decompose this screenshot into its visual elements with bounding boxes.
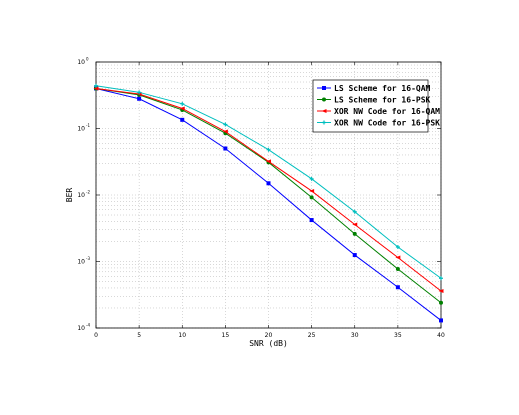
data-point [321, 109, 327, 113]
y-tick-exponent: -3 [86, 256, 90, 261]
y-tick-exponent: -4 [86, 323, 90, 328]
data-point [137, 96, 142, 101]
y-axis-label: BER [65, 188, 74, 203]
x-tick-label: 25 [308, 332, 316, 339]
data-point [395, 267, 400, 272]
data-point [179, 106, 185, 111]
legend: LS Scheme for 16-QAM LS Scheme for 16-PSK… [312, 79, 440, 133]
y-tick-exponent: -2 [86, 190, 90, 195]
data-point [439, 276, 443, 281]
legend-entry: LS Scheme for 16-QAM [317, 84, 431, 93]
x-tick-label: 35 [394, 332, 402, 339]
data-point [352, 231, 357, 236]
data-point [222, 129, 228, 134]
y-tick-exponent: -1 [86, 123, 90, 128]
data-point [266, 147, 271, 152]
data-point [438, 289, 444, 294]
x-tick-label: 0 [94, 332, 98, 339]
x-ticks: 0 5 10 15 20 25 30 35 40 [94, 62, 445, 339]
data-point [223, 122, 228, 127]
x-axis-label: SNR (dB) [249, 339, 288, 348]
y-tick-exponent: 0 [86, 57, 89, 62]
data-point [309, 176, 314, 181]
y-tick-label: 10 [77, 126, 85, 133]
legend-entry: XOR NW Code for 16-QAM [317, 107, 440, 116]
y-tick-label: 10 [77, 325, 85, 332]
data-point [94, 83, 98, 88]
legend-entry: LS Scheme for 16-PSK [317, 96, 431, 105]
data-point [395, 255, 401, 260]
grid [95, 62, 442, 329]
legend-box [312, 79, 429, 133]
x-tick-label: 5 [137, 332, 141, 339]
x-tick-label: 30 [351, 332, 359, 339]
data-point [93, 86, 99, 91]
data-point [352, 209, 357, 214]
data-point [395, 245, 400, 250]
data-point [352, 253, 357, 258]
x-tick-label: 15 [222, 332, 230, 339]
y-tick-label: 10 [77, 259, 85, 266]
data-point [395, 285, 400, 290]
series-xor-nw-code-for-16-psk [94, 83, 443, 281]
series-lines [93, 83, 444, 323]
data-point [322, 120, 326, 125]
y-tick-label: 10 [77, 192, 85, 199]
data-point [180, 101, 185, 106]
legend-label: XOR NW Code for 16-PSK [334, 119, 440, 128]
legend-label: LS Scheme for 16-QAM [334, 84, 431, 93]
x-tick-label: 40 [437, 332, 445, 339]
x-tick-label: 10 [178, 332, 186, 339]
y-tick-label: 10 [77, 59, 85, 66]
legend-entry: XOR NW Code for 16-PSK [317, 119, 440, 128]
data-point [223, 146, 228, 151]
data-point [309, 218, 314, 223]
data-point [309, 195, 314, 200]
legend-label: XOR NW Code for 16-QAM [334, 107, 440, 116]
data-point [439, 318, 443, 323]
data-point [322, 97, 326, 102]
data-point [266, 159, 271, 164]
legend-label: LS Scheme for 16-PSK [334, 96, 431, 105]
data-point [266, 181, 271, 186]
data-point [322, 86, 326, 90]
x-tick-label: 20 [265, 332, 273, 339]
data-point [309, 188, 315, 193]
data-point [137, 90, 142, 95]
data-point [439, 300, 443, 305]
series-xor-nw-code-for-16-qam [93, 86, 444, 294]
data-point [352, 222, 358, 227]
data-point [180, 117, 185, 122]
